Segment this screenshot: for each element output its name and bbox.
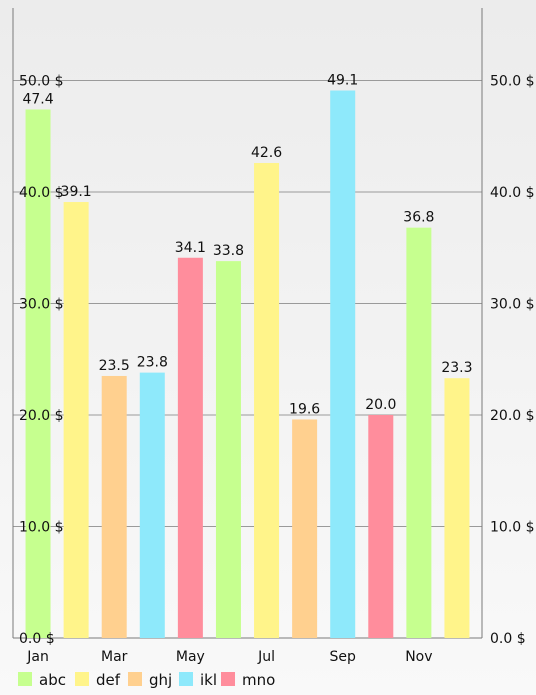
y-tick-label-right-1: 10.0 $ <box>490 519 535 535</box>
data-label-aug: 19.6 <box>289 401 320 417</box>
x-tick-label-nov: Nov <box>405 649 432 665</box>
legend-swatch-ikl <box>179 672 193 686</box>
bar-apr <box>139 372 165 638</box>
legend-swatch-mno <box>221 672 235 686</box>
bar-feb <box>63 202 89 638</box>
legend-label-def: def <box>96 671 121 689</box>
x-tick-label-may: May <box>176 649 205 665</box>
bar-mar <box>101 375 127 638</box>
data-label-apr: 23.8 <box>137 355 168 371</box>
bar-may <box>177 257 203 638</box>
data-label-sep: 49.1 <box>327 73 358 89</box>
data-label-feb: 39.1 <box>61 184 92 200</box>
y-tick-label-right-4: 40.0 $ <box>490 185 535 201</box>
bar-jul <box>254 162 280 638</box>
data-label-jan: 47.4 <box>22 91 53 107</box>
y-tick-label-left-5: 50.0 $ <box>19 73 64 89</box>
legend-label-ghj: ghj <box>149 671 172 689</box>
x-tick-label-jul: Jul <box>257 649 275 665</box>
legend-swatch-ghj <box>128 672 142 686</box>
bar-dec <box>444 378 470 638</box>
bar-sep <box>330 90 356 638</box>
data-label-jul: 42.6 <box>251 145 282 161</box>
data-label-nov: 36.8 <box>403 210 434 226</box>
data-label-oct: 20.0 <box>365 397 396 413</box>
y-tick-label-right-5: 50.0 $ <box>490 73 535 89</box>
data-label-mar: 23.5 <box>99 358 130 374</box>
y-tick-label-right-0: 0.0 $ <box>490 631 526 647</box>
data-label-jun: 33.8 <box>213 243 244 259</box>
x-tick-label-sep: Sep <box>330 649 357 665</box>
legend-swatch-abc <box>18 672 32 686</box>
y-tick-label-left-3: 30.0 $ <box>19 296 64 312</box>
legend-swatch-def <box>75 672 89 686</box>
y-tick-label-right-3: 30.0 $ <box>490 296 535 312</box>
y-tick-label-left-2: 20.0 $ <box>19 408 64 424</box>
x-tick-label-mar: Mar <box>101 649 128 665</box>
legend-label-abc: abc <box>39 671 66 689</box>
bar-nov <box>406 227 432 639</box>
legend-label-ikl: ikl <box>200 671 217 689</box>
y-tick-label-right-2: 20.0 $ <box>490 408 535 424</box>
data-label-may: 34.1 <box>175 240 206 256</box>
x-tick-label-jan: Jan <box>26 649 49 665</box>
bar-jun <box>215 261 241 638</box>
y-tick-label-left-4: 40.0 $ <box>19 185 64 201</box>
y-tick-label-left-1: 10.0 $ <box>19 519 64 535</box>
legend-label-mno: mno <box>242 671 275 689</box>
bar-oct <box>368 414 394 638</box>
data-label-dec: 23.3 <box>441 360 472 376</box>
y-tick-label-left-0: 0.0 $ <box>19 631 55 647</box>
bar-aug <box>292 419 318 638</box>
bar-jan <box>25 109 51 639</box>
